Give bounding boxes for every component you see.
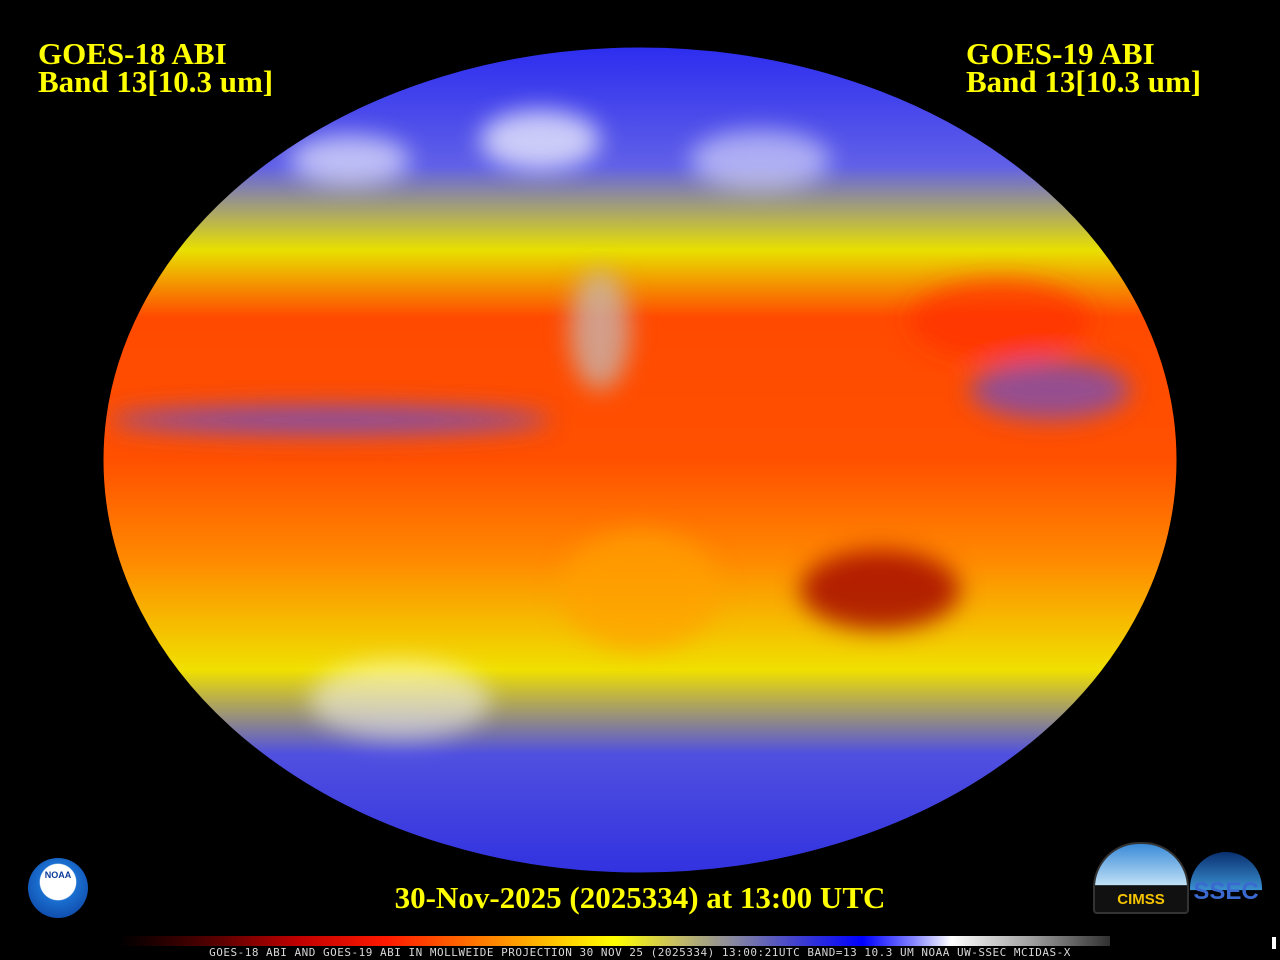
- ssec-logo: SSEC: [1190, 852, 1262, 906]
- right-title-line2: Band 13[10.3 um]: [966, 64, 1202, 99]
- ssec-logo-text: SSEC: [1193, 878, 1259, 905]
- noaa-logo: NOAA: [28, 858, 88, 918]
- left-title-line1: GOES-18 ABI: [38, 36, 227, 71]
- right-title-line1: GOES-19 ABI: [966, 36, 1155, 71]
- noaa-logo-text: NOAA: [44, 870, 72, 880]
- footer-caption: GOES-18 ABI AND GOES-19 ABI IN MOLLWEIDE…: [209, 946, 1071, 959]
- cimss-logo-text: CIMSS: [1117, 891, 1165, 908]
- temperature-colorbar: [120, 936, 1110, 946]
- right-satellite-title: GOES-19 ABI Band 13[10.3 um]: [966, 36, 1202, 99]
- date-label: 30-Nov-2025 (2025334) at 13:00 UTC: [394, 880, 886, 915]
- cimss-logo: CIMSS: [1093, 842, 1189, 914]
- colorbar-marker: [1272, 937, 1276, 949]
- left-satellite-title: GOES-18 ABI Band 13[10.3 um]: [38, 36, 274, 99]
- left-title-line2: Band 13[10.3 um]: [38, 64, 274, 99]
